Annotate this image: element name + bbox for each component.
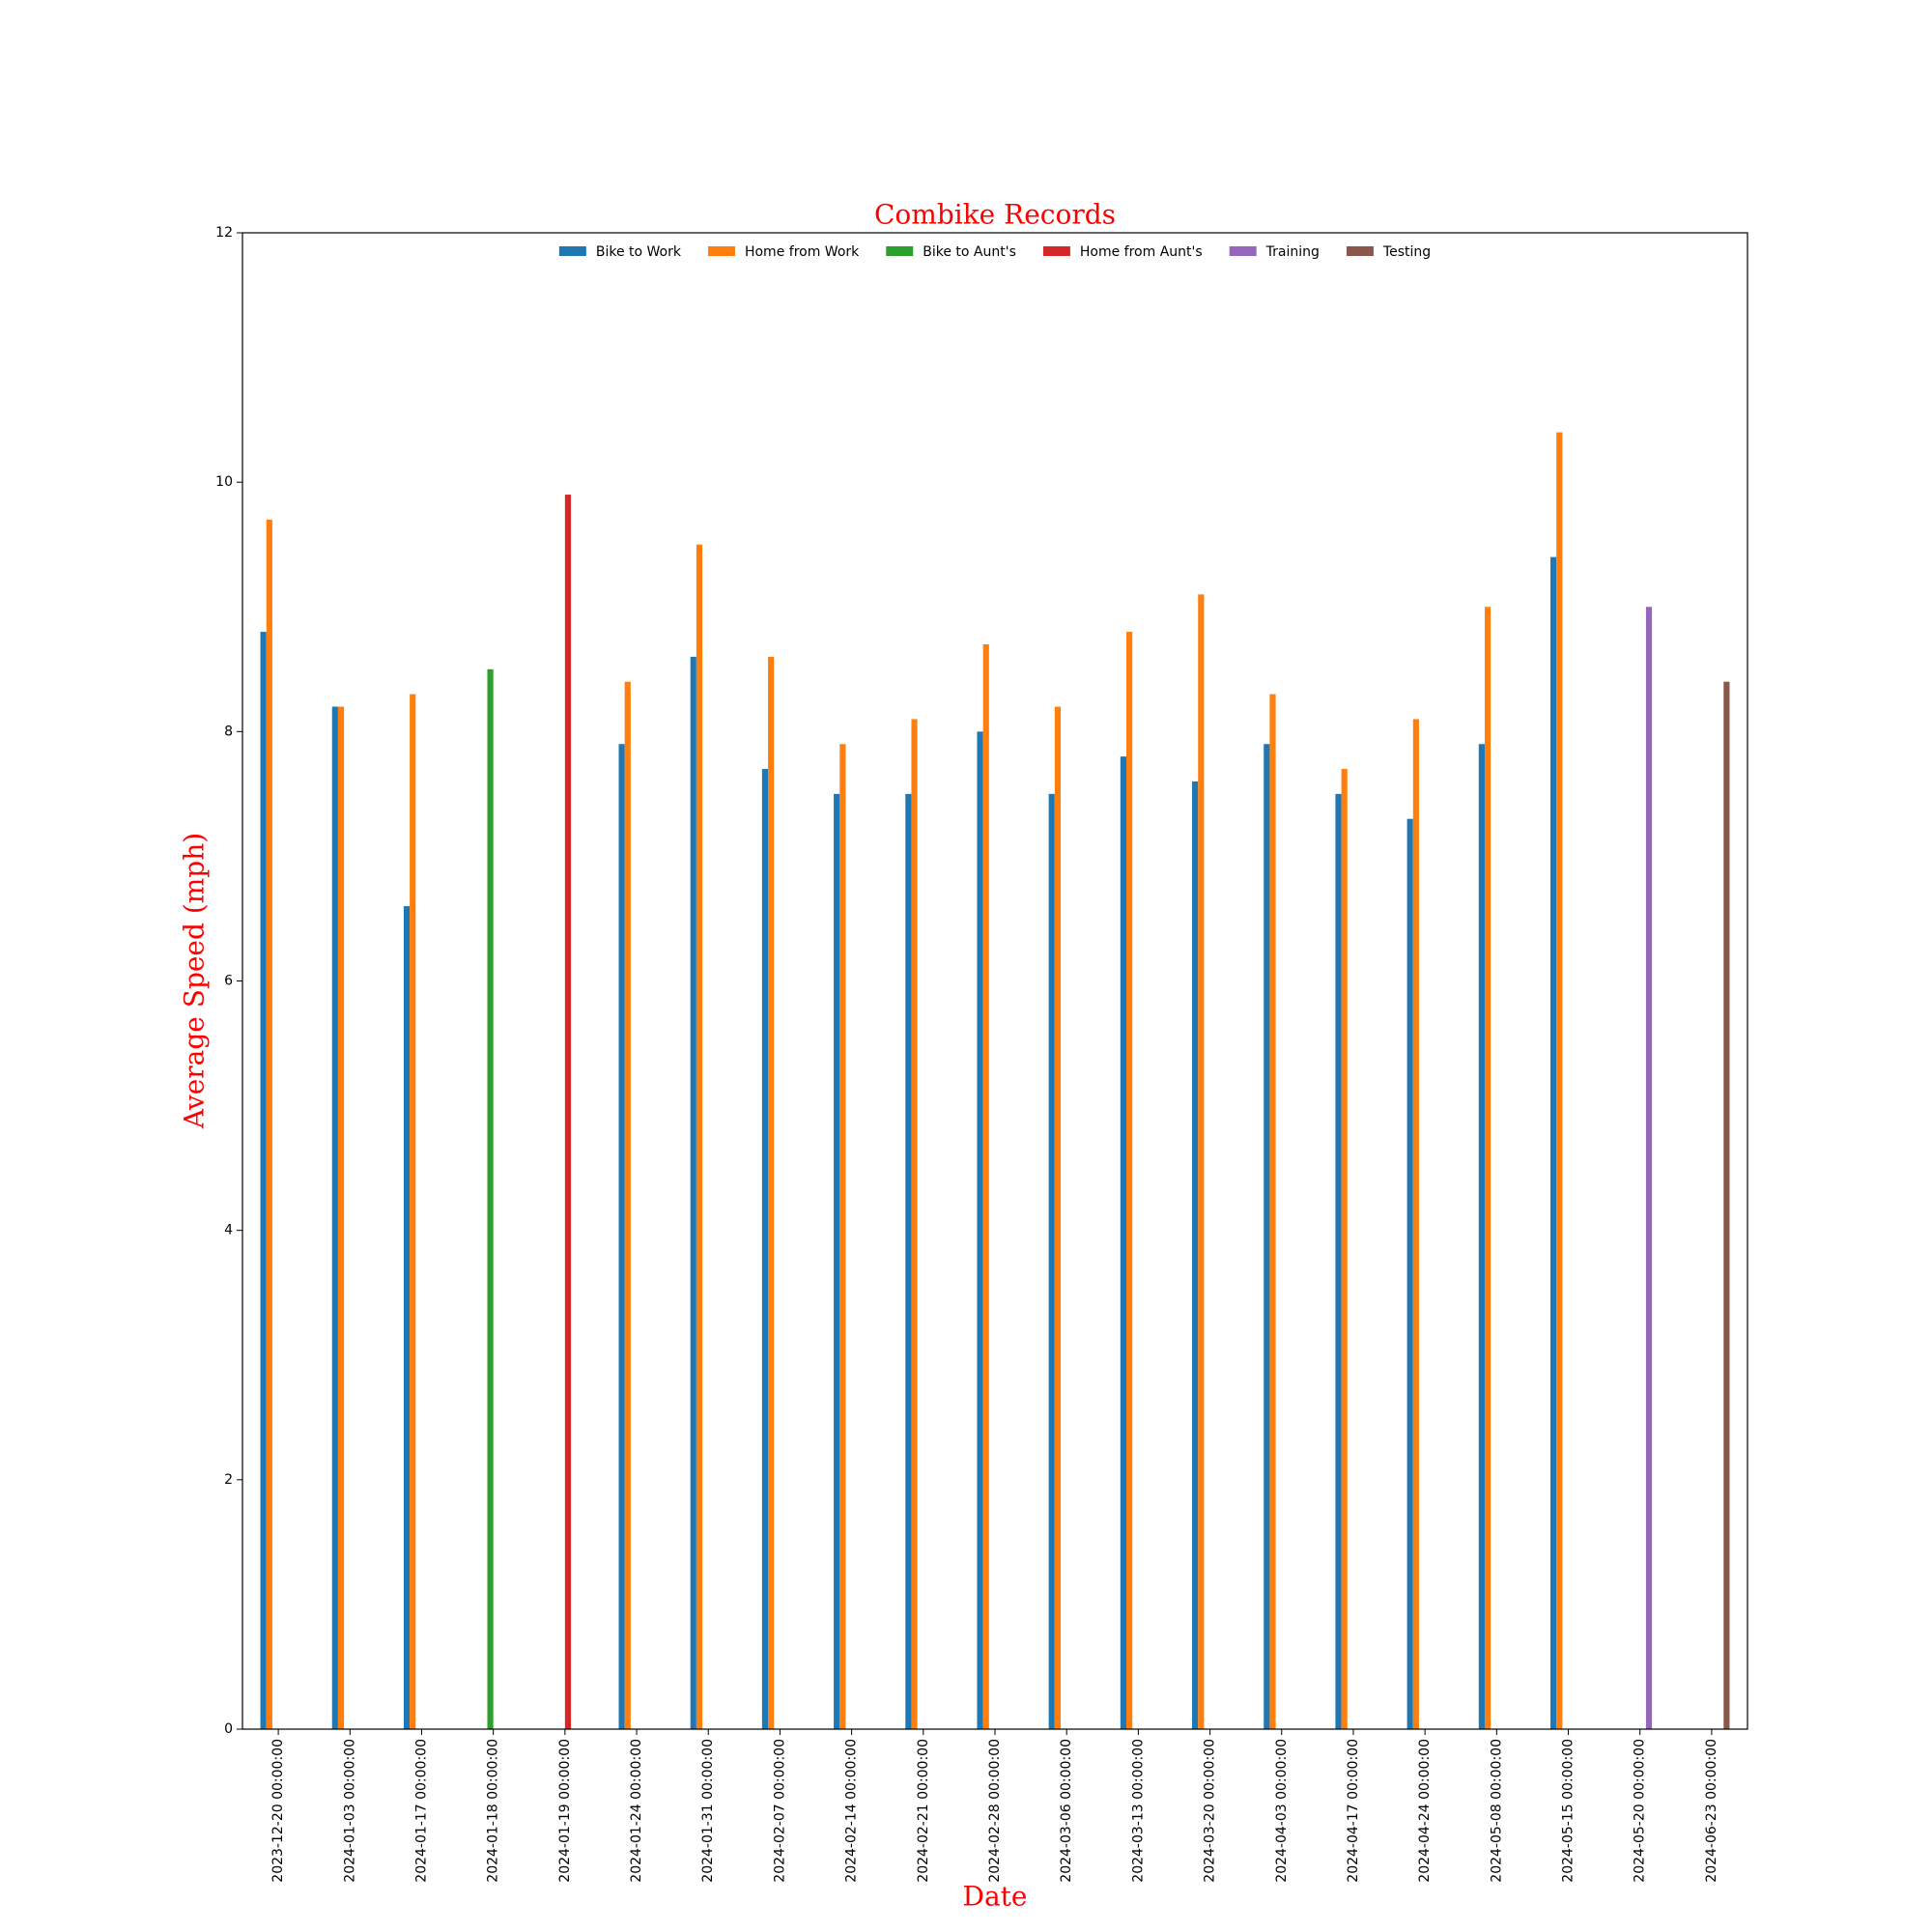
- legend-label: Home from Aunt's: [1080, 244, 1203, 260]
- legend-swatch: [707, 246, 735, 256]
- legend-swatch: [1042, 246, 1070, 256]
- x-tick-label: 2024-03-06 00:00:00: [1059, 1739, 1074, 1883]
- legend-label: Bike to Work: [596, 244, 682, 260]
- y-tick-label: 4: [224, 1223, 233, 1238]
- bar: [1269, 694, 1276, 1729]
- bar: [1412, 719, 1419, 1729]
- legend-label: Training: [1265, 244, 1320, 260]
- bar: [403, 906, 411, 1729]
- bar: [410, 694, 416, 1729]
- y-tick-label: 12: [215, 225, 233, 241]
- y-tick-label: 10: [215, 474, 233, 490]
- bar: [1645, 607, 1653, 1729]
- x-tick-label: 2024-02-21 00:00:00: [916, 1739, 931, 1883]
- bar: [1549, 556, 1557, 1729]
- legend-swatch: [1229, 246, 1257, 256]
- y-tick-label: 0: [224, 1721, 233, 1737]
- x-tick-label: 2024-06-23 00:00:00: [1704, 1739, 1719, 1883]
- x-tick-label: 2024-02-14 00:00:00: [844, 1739, 860, 1883]
- chart-title: Combike Records: [874, 199, 1116, 231]
- x-tick-label: 2024-02-28 00:00:00: [987, 1739, 1003, 1883]
- x-tick-label: 2024-01-18 00:00:00: [486, 1739, 501, 1883]
- x-tick-label: 2024-04-03 00:00:00: [1274, 1739, 1290, 1883]
- bar: [690, 656, 696, 1730]
- x-tick-label: 2024-05-15 00:00:00: [1561, 1739, 1577, 1883]
- bar: [1341, 769, 1348, 1729]
- x-tick-label: 2024-01-17 00:00:00: [413, 1739, 429, 1883]
- bar: [487, 668, 494, 1729]
- bar: [768, 656, 775, 1730]
- x-tick-label: 2024-05-20 00:00:00: [1633, 1739, 1648, 1883]
- bar: [977, 731, 983, 1730]
- bar: [1335, 793, 1342, 1729]
- bar: [1556, 432, 1563, 1729]
- x-tick-label: 2024-01-24 00:00:00: [629, 1739, 644, 1883]
- y-tick-label: 2: [224, 1472, 233, 1488]
- x-tick-label: 2024-01-31 00:00:00: [700, 1739, 716, 1883]
- legend-label: Testing: [1382, 244, 1431, 260]
- bar: [1406, 818, 1413, 1729]
- bar: [696, 544, 703, 1730]
- x-tick-label: 2024-03-20 00:00:00: [1203, 1739, 1218, 1883]
- x-tick-label: 2024-01-03 00:00:00: [342, 1739, 357, 1883]
- bar: [266, 519, 272, 1730]
- bar: [618, 744, 625, 1729]
- legend-swatch: [558, 246, 586, 256]
- bar: [911, 719, 918, 1729]
- x-tick-label: 2023-12-20 00:00:00: [270, 1739, 286, 1883]
- x-tick-label: 2024-04-24 00:00:00: [1417, 1739, 1433, 1883]
- bar: [337, 706, 345, 1730]
- x-tick-label: 2024-02-07 00:00:00: [772, 1739, 787, 1883]
- bar: [1120, 756, 1127, 1729]
- bar: [1054, 706, 1062, 1730]
- bar: [624, 681, 631, 1730]
- y-axis-label: Average Speed (mph): [179, 833, 211, 1129]
- bar: [982, 643, 989, 1729]
- bar: [839, 744, 846, 1729]
- bar: [1198, 594, 1205, 1729]
- bar: [331, 706, 338, 1730]
- legend-label: Bike to Aunt's: [923, 244, 1016, 260]
- bar: [564, 495, 572, 1730]
- bar: [1484, 607, 1492, 1729]
- x-tick-label: 2024-04-17 00:00:00: [1346, 1739, 1361, 1883]
- legend-swatch: [886, 246, 914, 256]
- bar: [905, 793, 912, 1729]
- bar: [1192, 781, 1199, 1729]
- plot-frame: [242, 232, 1748, 1730]
- bar: [1478, 744, 1485, 1729]
- legend-label: Home from Work: [745, 244, 860, 260]
- bar: [834, 793, 840, 1729]
- bar: [260, 632, 267, 1729]
- bar: [1723, 681, 1730, 1730]
- x-tick-label: 2024-03-13 00:00:00: [1130, 1739, 1146, 1883]
- y-tick-label: 8: [224, 724, 233, 739]
- bar: [1126, 632, 1133, 1729]
- legend-swatch: [1346, 246, 1374, 256]
- y-tick-label: 6: [224, 974, 233, 989]
- x-axis-label: Date: [963, 1881, 1028, 1913]
- x-tick-label: 2024-01-19 00:00:00: [557, 1739, 573, 1883]
- bar: [761, 769, 769, 1729]
- bar: [1264, 744, 1270, 1729]
- bar: [1048, 793, 1055, 1729]
- x-tick-label: 2024-05-08 00:00:00: [1489, 1739, 1504, 1883]
